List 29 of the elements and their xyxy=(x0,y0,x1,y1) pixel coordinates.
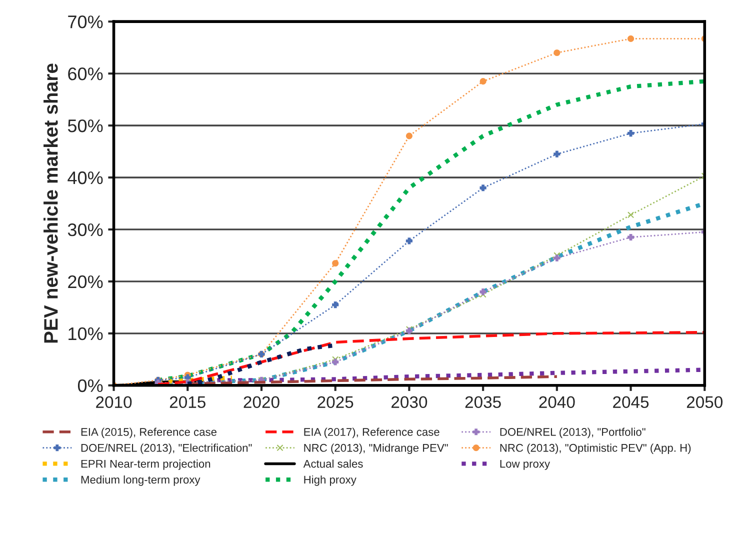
legend-label: EIA (2017), Reference case xyxy=(304,428,440,438)
x-tick-label: 2030 xyxy=(392,396,428,408)
y-tick-label: 60% xyxy=(68,67,103,80)
x-tick-label: 2025 xyxy=(318,396,354,408)
y-tick-label: 20% xyxy=(68,275,103,288)
y-tick-label: 70% xyxy=(68,15,103,28)
y-tick-label: 30% xyxy=(68,223,103,236)
legend-label: Low proxy xyxy=(500,460,550,470)
legend-label: DOE/NREL (2013), "Portfolio" xyxy=(500,428,646,438)
x-tick-label: 2020 xyxy=(244,396,280,408)
x-tick-label: 2010 xyxy=(96,396,132,408)
y-tick-label: 0% xyxy=(78,379,103,392)
y-tick-label: 10% xyxy=(68,327,103,340)
x-tick-label: 2040 xyxy=(539,396,575,408)
legend-label: DOE/NREL (2013), "Electrification" xyxy=(81,444,252,454)
x-tick-label: 2050 xyxy=(686,396,723,408)
x-tick-label: 2015 xyxy=(170,396,206,408)
y-axis-title: PEV new-vehicle market share xyxy=(44,64,58,343)
legend-label: NRC (2013), "Midrange PEV" xyxy=(304,444,448,454)
legend-label: Medium long-term proxy xyxy=(81,475,200,486)
legend-label: NRC (2013), "Optimistic PEV" (App. H) xyxy=(500,444,691,454)
legend-label: High proxy xyxy=(304,475,356,486)
x-tick-label: 2045 xyxy=(613,396,649,408)
legend-label: EPRI Near-term projection xyxy=(81,460,210,470)
x-tick-label: 2035 xyxy=(465,396,501,408)
y-tick-label: 50% xyxy=(68,119,103,132)
y-tick-label: 40% xyxy=(68,171,103,184)
legend-label: Actual sales xyxy=(303,460,363,468)
legend-label: EIA (2015), Reference case xyxy=(81,428,216,438)
